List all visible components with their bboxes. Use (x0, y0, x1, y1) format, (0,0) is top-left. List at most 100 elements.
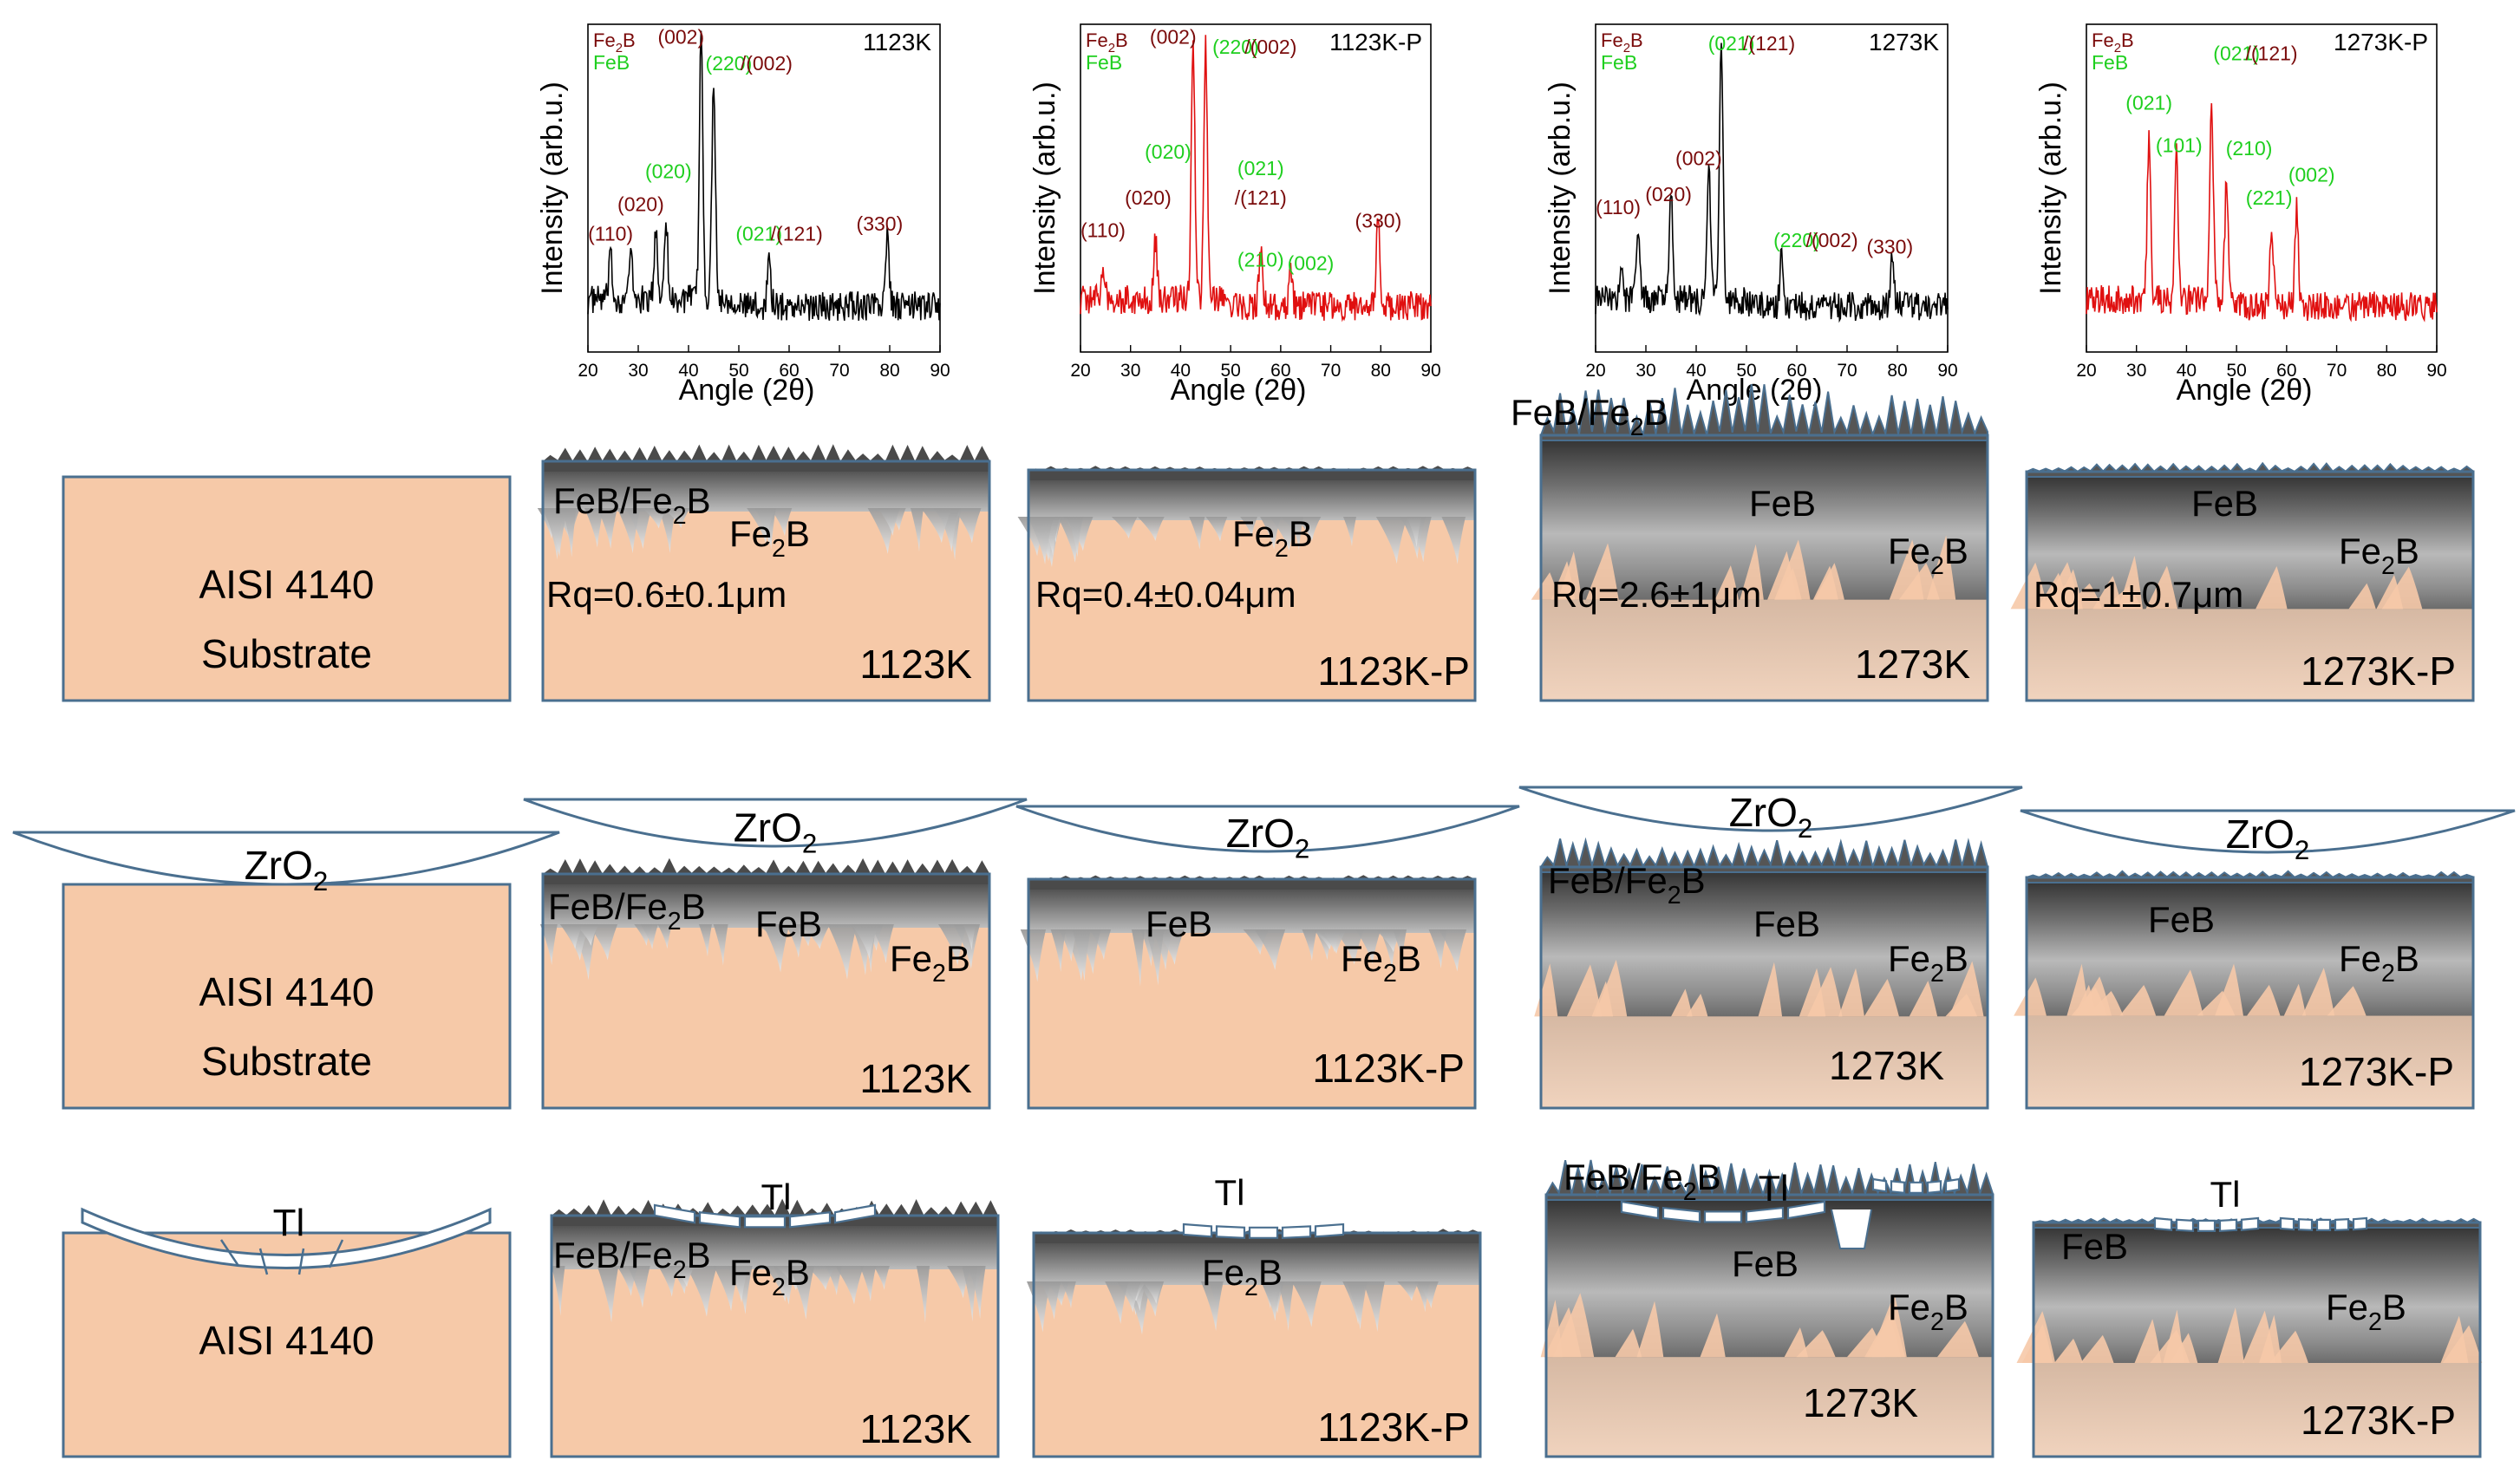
substrate-tooth (2118, 555, 2143, 610)
layer-label: Fe2​B (1232, 513, 1313, 563)
fe2b-tooth (1028, 517, 1054, 564)
fe2b-tooth (1137, 517, 1165, 541)
tribolayer-label: Tl (761, 1177, 792, 1217)
peak-label: /(002) (1244, 36, 1296, 58)
x-tick-label: 30 (2126, 361, 2146, 381)
sample-tag: 1273K-P (2299, 1049, 2454, 1094)
zro2-ball (1015, 805, 1520, 853)
xrd-panels: 20304050607080901123KFe2​BFeB(110)(020)(… (536, 23, 2447, 407)
legend-feb: FeB (1086, 51, 1122, 74)
substrate-tooth (1700, 1313, 1726, 1358)
xrd-trace (2086, 103, 2438, 323)
peak-label: (002) (1288, 252, 1335, 275)
peak-label: (020) (1145, 140, 1191, 163)
sample-tag: 1123K-P (1317, 1405, 1470, 1450)
sample-tag: 1123K (859, 1056, 972, 1101)
fe2b-tooth (1407, 517, 1422, 547)
substrate-tooth (1784, 1327, 1808, 1358)
fe2b-tooth (962, 1266, 978, 1322)
fe2b-tooth (1131, 929, 1146, 987)
substrate-label: AISI 4140 (199, 969, 374, 1014)
fe2b-tooth (834, 1266, 865, 1305)
xrd-sample-tag: 1273K-P (2334, 29, 2428, 55)
roughness-value: Rq=1±0.7μm (2034, 574, 2243, 615)
tribolayer-fragment (1281, 1225, 1312, 1239)
wear-pit (1831, 1209, 1872, 1249)
fe2b-tooth (658, 508, 676, 554)
peak-label: /(121) (771, 222, 823, 244)
sample-tag: 1273K-P (2301, 649, 2456, 694)
fe2b-tooth (788, 1266, 815, 1320)
fe2b-tooth (1346, 1281, 1368, 1330)
layer-label: FeB/Fe2​B (1548, 860, 1706, 910)
fe2b-tooth (640, 924, 658, 949)
fe2b-tooth (663, 508, 690, 528)
substrate-label: Substrate (201, 631, 372, 676)
substrate-tooth (2119, 985, 2157, 1016)
tribolayer-fragment (743, 1216, 787, 1229)
tribolayer-fragment (2153, 1216, 2173, 1231)
peak-label: (110) (1080, 219, 1126, 242)
xrd-sample-tag: 1123K (863, 29, 931, 55)
panel-outline (1539, 865, 1989, 1110)
transition-zone (2034, 1363, 2480, 1457)
peak-label: /(002) (1806, 229, 1858, 251)
fe2b-tooth (827, 924, 858, 980)
layer-label: Fe2​B (1888, 531, 1968, 580)
zro2-ball (12, 831, 560, 886)
tribolayer-fragment (2279, 1216, 2295, 1231)
tribolayer-fragment (1703, 1210, 1743, 1223)
xrd-sample-tag: 1123K-P (1329, 29, 1422, 55)
fe2b-tooth (1397, 1281, 1420, 1301)
layer-label: FeB (1732, 1243, 1799, 1284)
fe2b-tooth (1105, 1281, 1129, 1325)
fe2b-tooth (1428, 929, 1447, 968)
sample-tag: 1273K (1803, 1380, 1918, 1425)
substrate-block (62, 475, 512, 702)
substrate-tooth (2215, 963, 2243, 1016)
tribolayer-fragment (1926, 1180, 1942, 1195)
roughness-value: Rq=2.6±1μm (1551, 574, 1761, 615)
layer-label: FeB (755, 903, 822, 944)
tribolayer-fragment (1786, 1200, 1826, 1220)
fe2b-tooth (870, 924, 894, 963)
rough-surface (1540, 383, 1988, 441)
tribolayer-fragment (2297, 1218, 2314, 1232)
tribolayer-fragment (1745, 1206, 1785, 1223)
peak-label: (021) (2125, 91, 2172, 114)
x-tick-label: 50 (728, 361, 748, 381)
peak-label: (220) (1212, 36, 1259, 58)
fe2b-tooth (671, 1266, 695, 1288)
fe2b-tooth (762, 924, 790, 973)
layer-label: FeB/Fe2​B (1564, 1157, 1721, 1206)
rough-surface (552, 1198, 998, 1226)
fe2b-tooth (1261, 1281, 1283, 1321)
fe2b-tooth (587, 924, 618, 961)
row-tribolayer: AISI 4140 Tl Tl FeB/Fe2​B Fe2​B 1123K Tl Fe2​B 1… (62, 1157, 2483, 1458)
layer-label: Fe2​B (1341, 938, 1421, 988)
transition-zone (2027, 1015, 2473, 1108)
x-tick-label: 80 (1887, 361, 1907, 381)
fe2b-tooth (542, 508, 569, 557)
layer-label: FeB (2148, 899, 2215, 940)
x-tick-label: 50 (2226, 361, 2246, 381)
fe2b-tooth (1067, 517, 1083, 557)
substrate-tooth (1758, 962, 1783, 1017)
peak-label: (220) (1773, 229, 1820, 251)
x-tick-label: 90 (1420, 361, 1440, 381)
fe2b-tooth (1289, 517, 1304, 551)
peak-label: (330) (857, 212, 904, 235)
substrate-tooth (2145, 565, 2178, 610)
row2-panel-1123K-P: ZrO2​ FeB Fe2​B 1123K-P (1015, 805, 1520, 1110)
layer-label: FeB (2191, 483, 2258, 524)
fe2b-tooth (1416, 1281, 1439, 1309)
substrate-tooth (1552, 1293, 1595, 1358)
tribolayer-fragment (2352, 1216, 2368, 1231)
x-tick-label: 70 (829, 361, 849, 381)
row2-panel-1273K-P: ZrO2​ FeB Fe2​B 1273K-P (2014, 809, 2516, 1110)
row2-panel-1273K: ZrO2​ FeB/Fe2​B FeB Fe2​B 1273K (1518, 786, 2023, 1110)
substrate-tooth (2327, 986, 2367, 1016)
tribolayer-cracks (219, 1239, 344, 1275)
